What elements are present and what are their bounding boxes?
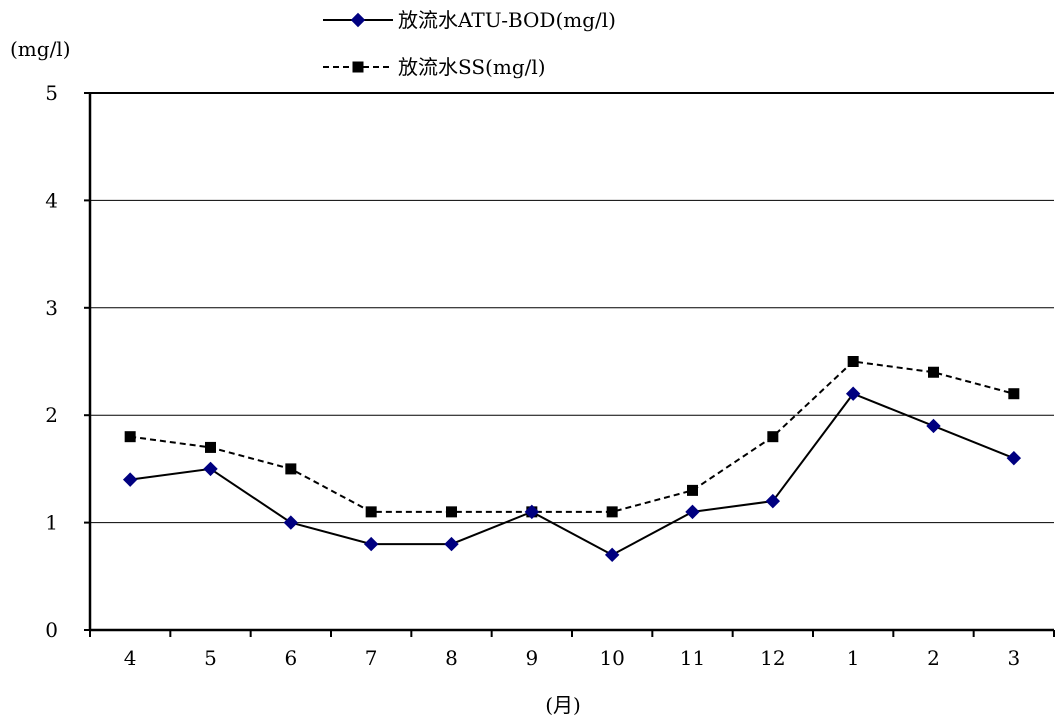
- x-tick-label-9: 9: [525, 646, 538, 670]
- legend-label: 放流水SS(mg/l): [398, 55, 546, 79]
- series-line: [130, 360, 1015, 513]
- x-tick-label-11: 11: [680, 646, 705, 670]
- y-tick-label-0: 0: [45, 618, 58, 642]
- legend-marker: [350, 12, 366, 28]
- y-tick-label-3: 3: [45, 296, 58, 320]
- x-tick-label-12: 12: [760, 646, 785, 670]
- data-point-3: [1006, 450, 1022, 466]
- data-point-7: [365, 506, 377, 518]
- data-point-6: [283, 515, 299, 530]
- data-point-5: [203, 461, 218, 477]
- y-tick-label-5: 5: [45, 81, 58, 105]
- data-point-1: [845, 386, 861, 401]
- data-point-8: [444, 536, 459, 552]
- data-point-4: [124, 431, 136, 443]
- data-point-10: [604, 547, 620, 563]
- x-tick-label-5: 5: [204, 646, 217, 670]
- series-line: [130, 392, 1015, 556]
- series-ss: [124, 356, 1020, 518]
- gridlines: [90, 199, 1054, 524]
- data-point-1: [847, 356, 859, 367]
- legend-marker: [352, 61, 364, 73]
- x-tick-label-2: 2: [927, 646, 940, 670]
- x-tick-label-6: 6: [284, 646, 297, 670]
- x-axis-unit-label: (月): [545, 693, 581, 717]
- data-point-6: [285, 463, 297, 475]
- x-tick-label-3: 3: [1007, 646, 1020, 670]
- data-point-10: [606, 506, 618, 518]
- data-point-3: [1008, 388, 1020, 400]
- y-tick-label-1: 1: [45, 511, 58, 535]
- data-point-5: [205, 441, 216, 453]
- x-tick-label-8: 8: [445, 646, 458, 670]
- series-atu-bod: [122, 386, 1022, 563]
- legend-entry-ss: 放流水SS(mg/l): [323, 55, 546, 79]
- series-lines: [122, 356, 1022, 563]
- x-tick-label-7: 7: [365, 646, 378, 670]
- data-point-2: [926, 418, 941, 434]
- y-tick-label-2: 2: [45, 403, 58, 427]
- data-point-8: [446, 506, 457, 518]
- data-point-2: [928, 366, 939, 378]
- data-point-9: [524, 504, 540, 520]
- x-tick-label-4: 4: [124, 646, 137, 670]
- data-point-7: [363, 536, 379, 552]
- legend-entry-atu-bod: 放流水ATU-BOD(mg/l): [323, 8, 616, 32]
- y-tick-label-4: 4: [45, 188, 58, 212]
- data-point-12: [765, 493, 781, 509]
- legend: 放流水ATU-BOD(mg/l) 放流水SS(mg/l): [323, 8, 616, 79]
- data-point-12: [767, 431, 779, 443]
- data-point-11: [685, 504, 700, 520]
- legend-label: 放流水ATU-BOD(mg/l): [398, 8, 616, 32]
- y-axis-unit-label: (mg/l): [10, 37, 71, 61]
- data-point-4: [122, 472, 138, 487]
- x-tick-label-1: 1: [847, 646, 860, 670]
- data-point-11: [687, 484, 698, 496]
- x-tick-label-10: 10: [599, 646, 624, 670]
